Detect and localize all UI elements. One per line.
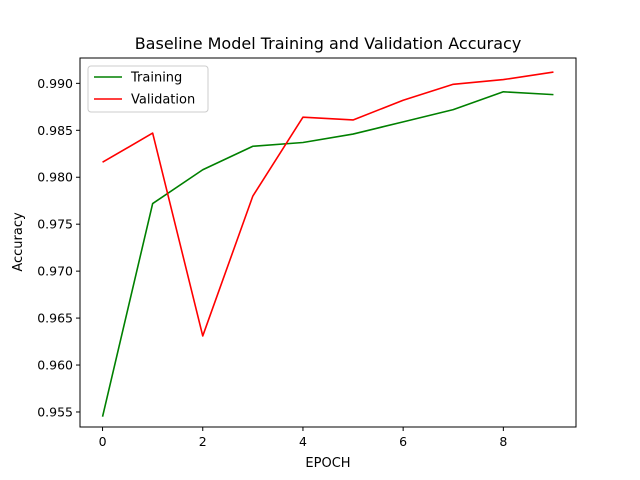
y-tick-label: 0.990 xyxy=(37,76,73,91)
series-line-validation xyxy=(102,71,554,337)
x-tick-label: 4 xyxy=(299,434,307,449)
y-axis-label: Accuracy xyxy=(11,212,26,272)
series-line-training xyxy=(101,91,554,417)
legend: Training Validation xyxy=(87,65,209,113)
x-axis-label: EPOCH xyxy=(305,456,350,471)
y-tick-label: 0.975 xyxy=(37,217,73,232)
legend-label-training: Training xyxy=(130,71,182,86)
x-tick-label: 2 xyxy=(199,434,207,449)
y-tick-label: 0.955 xyxy=(37,404,73,419)
legend-label-validation: Validation xyxy=(131,93,195,108)
chart-title: Baseline Model Training and Validation A… xyxy=(135,34,522,53)
y-tick-label: 0.965 xyxy=(37,311,73,326)
y-tick-label: 0.960 xyxy=(37,358,73,373)
x-tick-label: 6 xyxy=(399,434,407,449)
y-tick-label: 0.970 xyxy=(37,264,73,279)
y-tick-label: 0.985 xyxy=(37,123,73,138)
plot-area xyxy=(101,71,554,417)
y-tick-label: 0.980 xyxy=(37,170,73,185)
x-tick-label: 8 xyxy=(499,434,507,449)
axes-frame xyxy=(79,57,577,428)
x-tick-label: 0 xyxy=(99,434,107,449)
